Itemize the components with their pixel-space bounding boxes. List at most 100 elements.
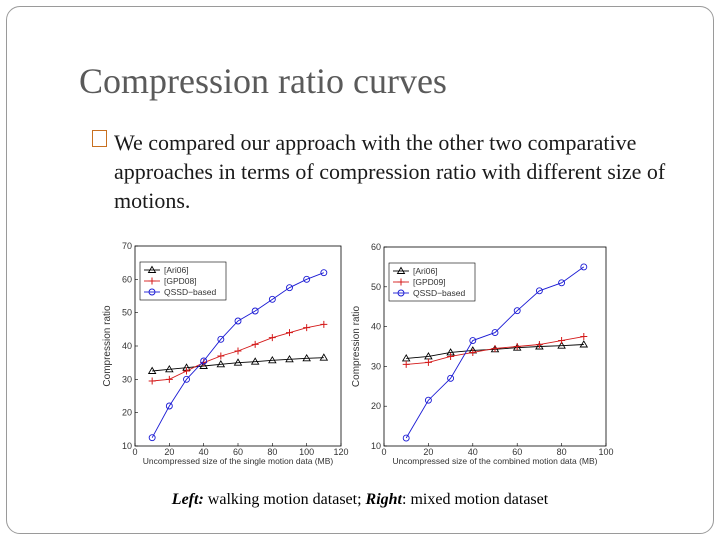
slide-title: Compression ratio curves: [79, 61, 447, 101]
y-tick-label: 60: [371, 242, 381, 252]
data-point: [199, 361, 208, 369]
y-tick-label: 50: [371, 282, 381, 292]
x-tick-label: 0: [132, 447, 137, 457]
figure-caption: Left: walking motion dataset; Right: mix…: [0, 491, 720, 509]
y-tick-label: 60: [122, 274, 132, 284]
y-tick-label: 20: [122, 408, 132, 418]
data-point: [217, 335, 225, 343]
data-point: [447, 374, 455, 382]
series-line: [405, 266, 585, 439]
x-tick-label: 20: [164, 447, 174, 457]
legend-marker: [147, 265, 157, 273]
series-line: [151, 272, 324, 438]
missing-glyph-box-icon: [92, 130, 107, 147]
data-point: [148, 434, 156, 442]
data-point: [424, 396, 432, 404]
data-point: [491, 329, 499, 337]
data-point: [165, 375, 173, 383]
data-point: [251, 307, 259, 315]
chart-left: 0 20 40 60 80 100 120 10 20 30 40 50 60 70 Uncompresse…: [102, 236, 353, 476]
caption-left-label: Left:: [171, 491, 204, 508]
y-tick-label: 40: [371, 322, 381, 332]
series-circle: [402, 263, 588, 442]
data-point: [580, 333, 588, 341]
data-point: [234, 317, 242, 325]
data-point: [234, 347, 242, 355]
y-tick-label: 50: [122, 308, 132, 318]
x-tick-label: 20: [423, 447, 433, 457]
data-point: [469, 337, 477, 344]
data-point: [233, 358, 243, 366]
x-tick-label: 60: [512, 447, 522, 457]
data-point: [303, 324, 311, 332]
data-point: [558, 337, 566, 345]
data-point: [402, 360, 410, 368]
legend-marker: [148, 277, 156, 285]
y-tick-label: 30: [122, 374, 132, 384]
data-point: [268, 295, 276, 303]
legend: [Ari06][GPD08]QSSD−based: [139, 261, 227, 301]
data-point: [513, 307, 521, 315]
chart-right: 0 20 40 60 80 100 10 20 30 40 50 60 Uncompressed siz…: [351, 236, 620, 476]
x-axis-label: Uncompressed size of the single motion d…: [143, 456, 334, 466]
y-axis-label: Compression ratio: [102, 305, 113, 387]
data-point: [148, 377, 156, 385]
data-point: [165, 364, 174, 373]
caption-right-label: Right: [365, 491, 402, 508]
x-tick-label: 80: [267, 447, 277, 457]
x-tick-label: 0: [381, 447, 386, 457]
data-point: [285, 354, 294, 363]
series-triangle: [147, 353, 329, 374]
legend-label: [Ari06]: [413, 266, 438, 276]
series-plus: [148, 320, 328, 385]
data-point: [286, 284, 293, 292]
data-point: [558, 279, 566, 287]
data-point: [303, 275, 311, 283]
data-point: [535, 287, 543, 295]
data-point: [513, 343, 521, 350]
data-point: [250, 357, 260, 365]
data-point: [216, 359, 226, 368]
data-point: [469, 348, 477, 356]
legend-label: QSSD−based: [413, 288, 465, 298]
data-point: [580, 263, 588, 271]
data-point: [512, 343, 522, 351]
x-tick-label: 120: [333, 447, 348, 457]
data-point: [183, 375, 190, 383]
x-tick-label: 100: [598, 447, 613, 457]
data-point: [251, 340, 259, 348]
series-circle: [148, 269, 328, 442]
series-line: [152, 357, 324, 372]
series-plus: [402, 333, 588, 368]
legend-marker: [397, 289, 405, 297]
y-tick-label: 30: [371, 361, 381, 371]
x-tick-label: 40: [199, 447, 209, 457]
y-tick-label: 40: [122, 341, 132, 351]
data-point: [320, 320, 328, 328]
data-point: [535, 342, 544, 350]
x-axis-label: Uncompressed size of the combined motion…: [392, 456, 597, 466]
legend-marker: [396, 266, 406, 274]
data-point: [268, 355, 277, 364]
data-point: [268, 334, 276, 342]
y-tick-label: 10: [371, 441, 381, 451]
caption-right-text: : mixed motion dataset: [402, 491, 549, 508]
y-tick-label: 10: [122, 441, 132, 451]
data-point: [286, 329, 293, 337]
data-point: [165, 402, 173, 410]
x-tick-label: 60: [233, 447, 243, 457]
y-tick-label: 20: [371, 401, 381, 411]
data-point: [579, 340, 589, 348]
data-point: [217, 352, 225, 360]
legend-label: QSSD−based: [164, 287, 216, 297]
legend-label: [GPD08]: [164, 276, 197, 286]
data-point: [557, 341, 566, 349]
x-tick-label: 40: [468, 447, 478, 457]
x-tick-label: 80: [557, 447, 567, 457]
data-point: [320, 269, 328, 277]
legend: [Ari06][GPD09]QSSD−based: [388, 262, 476, 302]
bullet-text: We compared our approach with the other …: [114, 130, 666, 213]
bullet-point: We compared our approach with the other …: [92, 128, 674, 215]
data-point: [183, 367, 190, 375]
